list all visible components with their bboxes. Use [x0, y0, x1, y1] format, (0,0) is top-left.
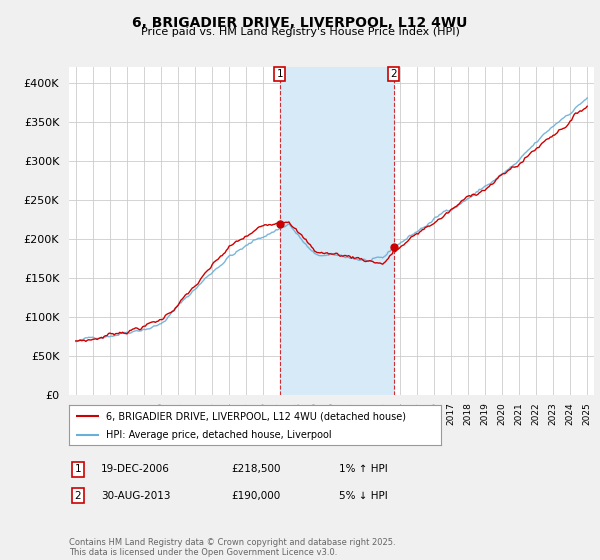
Text: 2: 2 — [391, 69, 397, 79]
Text: 6, BRIGADIER DRIVE, LIVERPOOL, L12 4WU (detached house): 6, BRIGADIER DRIVE, LIVERPOOL, L12 4WU (… — [106, 411, 406, 421]
Text: 5% ↓ HPI: 5% ↓ HPI — [339, 491, 388, 501]
Text: £218,500: £218,500 — [231, 464, 281, 474]
Text: 1: 1 — [74, 464, 82, 474]
Text: HPI: Average price, detached house, Liverpool: HPI: Average price, detached house, Live… — [106, 430, 332, 440]
Text: £190,000: £190,000 — [231, 491, 280, 501]
Text: 2: 2 — [74, 491, 82, 501]
Text: 6, BRIGADIER DRIVE, LIVERPOOL, L12 4WU: 6, BRIGADIER DRIVE, LIVERPOOL, L12 4WU — [133, 16, 467, 30]
Bar — [280, 67, 394, 395]
Text: 30-AUG-2013: 30-AUG-2013 — [101, 491, 170, 501]
Text: 1: 1 — [277, 69, 283, 79]
Text: Price paid vs. HM Land Registry's House Price Index (HPI): Price paid vs. HM Land Registry's House … — [140, 27, 460, 37]
Text: 19-DEC-2006: 19-DEC-2006 — [101, 464, 170, 474]
Text: 1% ↑ HPI: 1% ↑ HPI — [339, 464, 388, 474]
Text: Contains HM Land Registry data © Crown copyright and database right 2025.
This d: Contains HM Land Registry data © Crown c… — [69, 538, 395, 557]
